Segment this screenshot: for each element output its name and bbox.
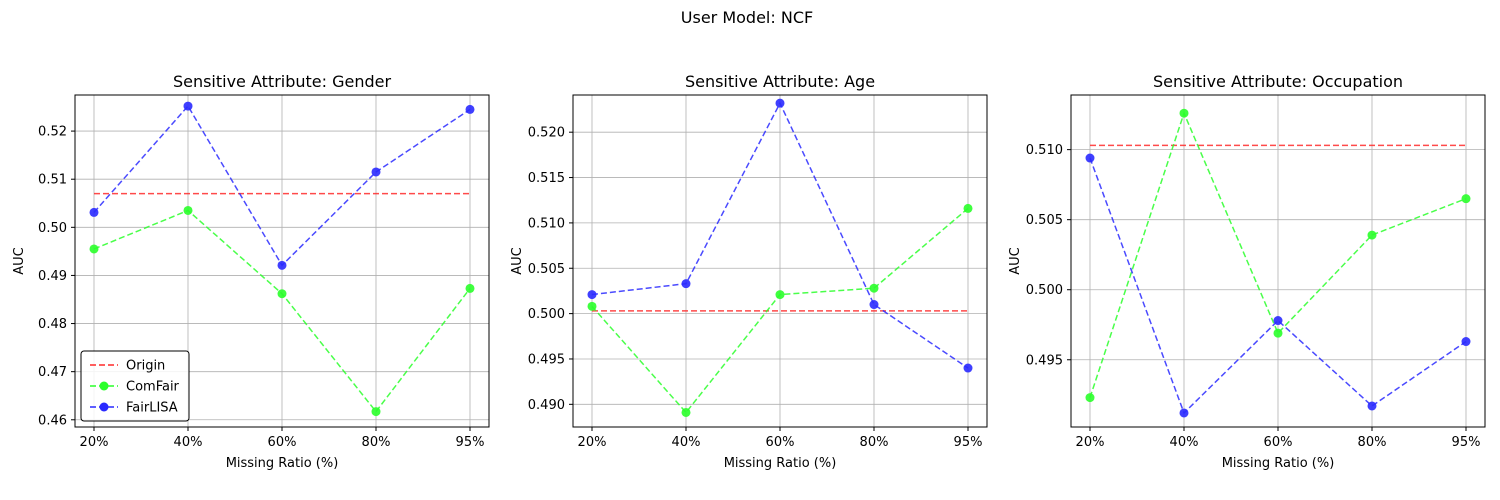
y-tick-label: 0.495 xyxy=(1026,353,1063,368)
x-axis-label: Missing Ratio (%) xyxy=(1222,456,1335,471)
subplot-2: Sensitive Attribute: Age 20% 40% 60% 80% 95% 0… xyxy=(510,72,988,471)
y-tick-label: 0.490 xyxy=(528,398,565,413)
x-tick-label: 60% xyxy=(766,435,795,450)
data-point-comfair xyxy=(183,205,193,215)
data-point-fairlisa xyxy=(963,363,973,373)
legend-label-fairlisa: FairLISA xyxy=(126,401,178,416)
x-tick-label: 80% xyxy=(1358,435,1387,450)
y-tick-label: 0.505 xyxy=(528,262,565,277)
x-tick-label: 40% xyxy=(672,435,701,450)
data-point-comfair xyxy=(465,283,475,293)
data-point-fairlisa xyxy=(89,207,99,217)
data-point-comfair xyxy=(1179,108,1189,118)
data-point-fairlisa xyxy=(1367,401,1377,411)
data-point-fairlisa xyxy=(183,101,193,111)
y-tick-label: 0.520 xyxy=(528,126,565,141)
data-point-comfair xyxy=(371,407,381,417)
legend-marker-comfair xyxy=(99,381,109,391)
data-point-fairlisa xyxy=(371,167,381,177)
x-tick-label: 40% xyxy=(1170,435,1199,450)
x-tick-label: 80% xyxy=(362,435,391,450)
data-point-fairlisa xyxy=(277,260,287,270)
y-tick-label: 0.510 xyxy=(528,216,565,231)
data-point-fairlisa xyxy=(587,290,597,300)
legend: Origin ComFair FairLISA xyxy=(80,350,190,422)
y-axis-label: AUC xyxy=(12,247,27,275)
data-point-comfair xyxy=(775,290,785,300)
data-point-comfair xyxy=(963,203,973,213)
legend-label-origin: Origin xyxy=(126,359,165,374)
y-tick-label: 0.47 xyxy=(38,365,67,380)
data-point-comfair xyxy=(587,301,597,311)
x-tick-label: 95% xyxy=(1452,435,1481,450)
x-tick-label: 20% xyxy=(578,435,607,450)
y-tick-label: 0.500 xyxy=(1026,283,1063,298)
data-point-fairlisa xyxy=(1085,153,1095,163)
y-tick-label: 0.500 xyxy=(528,307,565,322)
legend-marker-fairlisa xyxy=(99,402,109,412)
data-point-fairlisa xyxy=(775,98,785,108)
y-tick-label: 0.505 xyxy=(1026,213,1063,228)
legend-box xyxy=(80,350,190,422)
y-tick-label: 0.51 xyxy=(38,173,67,188)
data-point-comfair xyxy=(1461,194,1471,204)
x-tick-label: 60% xyxy=(1264,435,1293,450)
data-point-fairlisa xyxy=(465,104,475,114)
data-point-fairlisa xyxy=(869,300,879,310)
data-point-comfair xyxy=(1273,328,1283,338)
subplot-3: Sensitive Attribute: Occupation 20% 40% 60%… xyxy=(1008,72,1486,471)
x-tick-label: 95% xyxy=(456,435,485,450)
x-tick-label: 40% xyxy=(174,435,203,450)
data-point-comfair xyxy=(89,244,99,254)
subplot-1: Sensitive Attribute: Gender 20% 40% 60% 80% 9… xyxy=(12,72,490,471)
series-line-fairlisa xyxy=(1089,157,1467,415)
data-point-fairlisa xyxy=(681,279,691,289)
data-point-comfair xyxy=(681,407,691,417)
y-tick-label: 0.46 xyxy=(38,413,67,428)
data-point-fairlisa xyxy=(1179,408,1189,418)
y-tick-label: 0.49 xyxy=(38,269,67,284)
data-point-comfair xyxy=(869,283,879,293)
y-tick-label: 0.52 xyxy=(38,125,67,140)
series-line-comfair xyxy=(1089,111,1467,398)
data-point-comfair xyxy=(1085,393,1095,403)
y-tick-label: 0.510 xyxy=(1026,143,1063,158)
y-tick-label: 0.515 xyxy=(528,171,565,186)
y-axis-label: AUC xyxy=(1008,247,1023,275)
subplot-title: Sensitive Attribute: Occupation xyxy=(1153,72,1403,91)
data-point-fairlisa xyxy=(1461,337,1471,347)
x-tick-label: 80% xyxy=(860,435,889,450)
legend-label-comfair: ComFair xyxy=(126,380,180,395)
figure-suptitle: User Model: NCF xyxy=(681,8,813,27)
x-tick-label: 20% xyxy=(80,435,109,450)
x-tick-label: 95% xyxy=(954,435,983,450)
data-point-comfair xyxy=(277,289,287,299)
y-tick-label: 0.48 xyxy=(38,317,67,332)
y-tick-label: 0.50 xyxy=(38,221,67,236)
data-point-fairlisa xyxy=(1273,316,1283,326)
subplot-title: Sensitive Attribute: Gender xyxy=(173,72,392,91)
y-axis-label: AUC xyxy=(510,247,525,275)
x-tick-label: 20% xyxy=(1076,435,1105,450)
subplot-title: Sensitive Attribute: Age xyxy=(685,72,875,91)
x-axis-label: Missing Ratio (%) xyxy=(226,456,339,471)
data-point-comfair xyxy=(1367,230,1377,240)
y-tick-label: 0.495 xyxy=(528,352,565,367)
panels: Sensitive Attribute: Gender 20% 40% 60% 80% 9… xyxy=(12,72,1486,471)
x-axis-label: Missing Ratio (%) xyxy=(724,456,837,471)
x-tick-label: 60% xyxy=(268,435,297,450)
